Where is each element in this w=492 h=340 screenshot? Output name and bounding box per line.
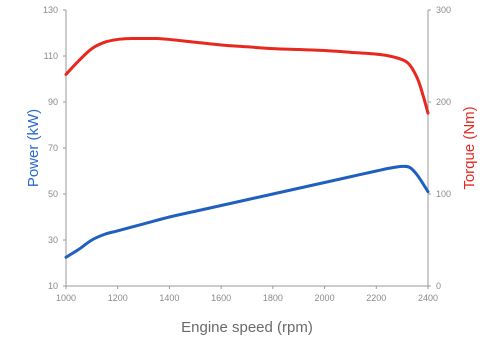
power-tick-label: 130 xyxy=(43,5,58,15)
x-tick-label: 1000 xyxy=(56,293,76,303)
power-tick-label: 110 xyxy=(44,51,58,61)
torque-tick-label: 0 xyxy=(436,281,441,291)
power-tick-label: 90 xyxy=(48,97,58,107)
power-tick-label: 10 xyxy=(48,281,58,291)
x-tick-label: 2200 xyxy=(366,293,386,303)
tick-marks xyxy=(63,9,431,289)
series-lines xyxy=(64,36,430,259)
x-tick-label: 2000 xyxy=(315,293,335,303)
x-tick-label: 1800 xyxy=(263,293,283,303)
x-tick-label: 1400 xyxy=(159,293,179,303)
power-tick-label: 50 xyxy=(48,189,58,199)
torque-tick-label: 100 xyxy=(436,189,451,199)
x-tick-label: 2400 xyxy=(418,293,438,303)
torque-line xyxy=(64,36,430,115)
power-tick-label: 70 xyxy=(48,143,58,153)
tick-labels: 1000 1200 1400 1600 1800 2000 2200 240010305070… xyxy=(43,5,451,303)
power-axis-title: Power (kW) xyxy=(25,109,42,187)
torque-tick-label: 300 xyxy=(436,5,451,15)
chart-axes xyxy=(65,10,429,287)
torque-tick-label: 200 xyxy=(436,97,451,107)
x-axis-title: Engine speed (rpm) xyxy=(181,319,313,336)
power-line xyxy=(64,164,430,259)
x-tick-label: 1200 xyxy=(108,293,128,303)
torque-axis-title: Torque (Nm) xyxy=(461,106,478,189)
x-tick-label: 1600 xyxy=(211,293,231,303)
power-tick-label: 30 xyxy=(48,235,58,245)
